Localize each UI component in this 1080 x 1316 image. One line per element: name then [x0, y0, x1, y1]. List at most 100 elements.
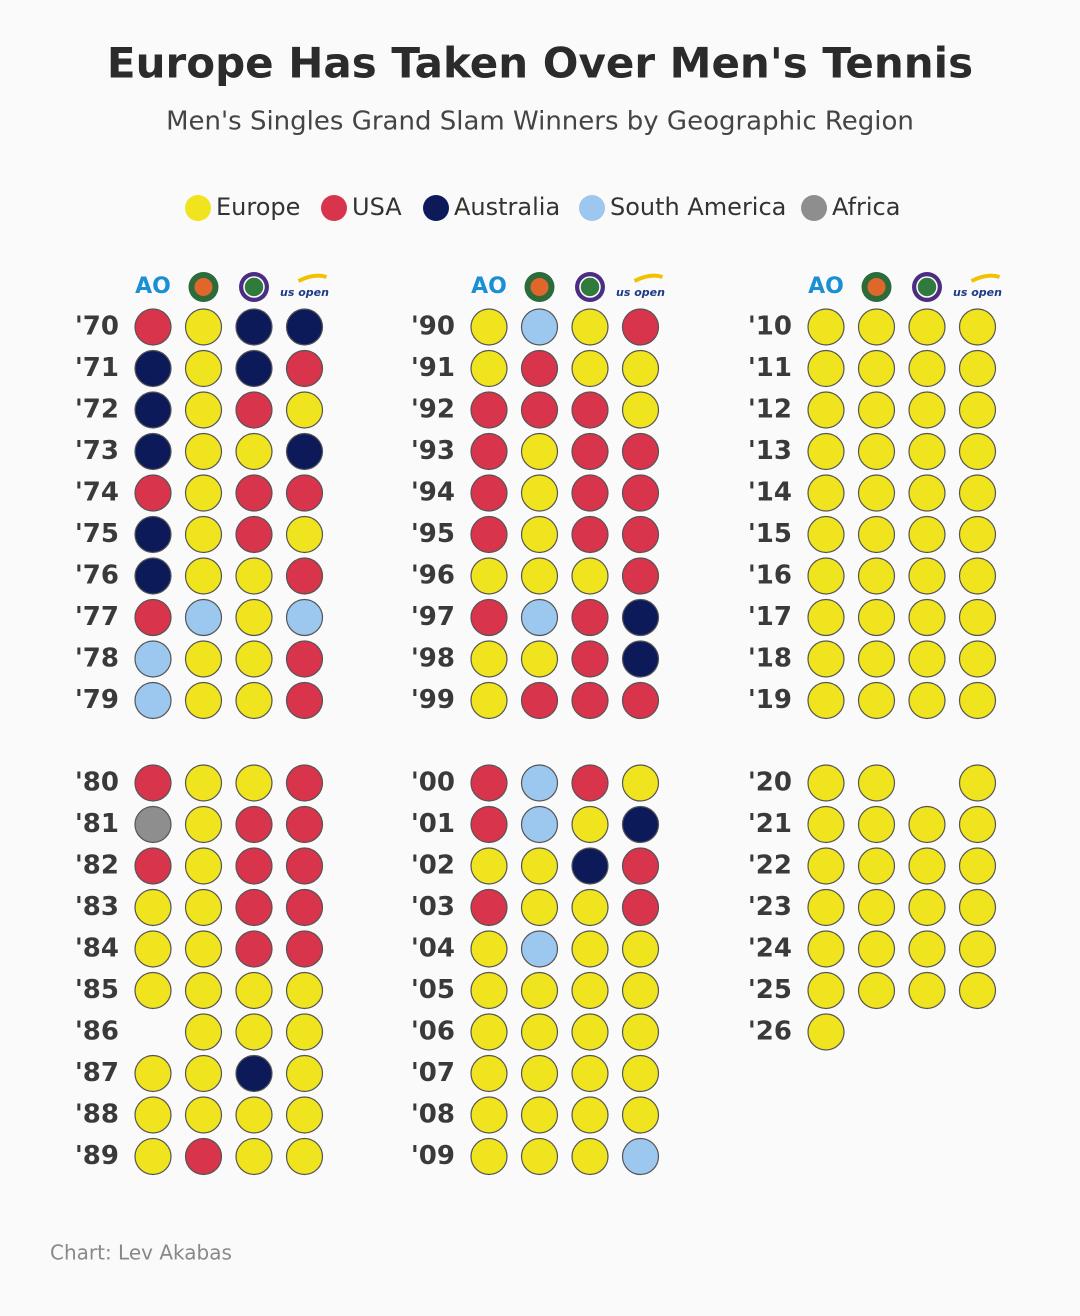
wimbledon-logo-inner [579, 276, 601, 298]
winner-dot [184, 847, 223, 885]
winner-dot [285, 1054, 324, 1093]
winner-dot [807, 349, 845, 388]
winner-dot [958, 474, 997, 512]
winner-dot [285, 1013, 324, 1051]
year-label: '02 [411, 851, 455, 881]
winner-dot [807, 308, 845, 346]
year-label: '25 [748, 975, 792, 1005]
winner-dot [470, 847, 508, 885]
year-label: '97 [411, 602, 455, 632]
winner-dot [571, 1013, 609, 1051]
winner-dot [857, 681, 896, 720]
winner-dot [235, 557, 273, 595]
winner-dot [235, 930, 273, 968]
winner-dot [908, 640, 946, 678]
winner-dot [470, 598, 508, 637]
winner-dot [621, 971, 660, 1010]
column-label: us open [280, 286, 329, 299]
winner-dot [184, 391, 223, 429]
winner-dot [134, 640, 172, 678]
year-label: '91 [411, 353, 455, 383]
winner-dot [857, 930, 896, 968]
winner-dot [520, 557, 559, 595]
winner-dot [134, 308, 172, 346]
winner-dot [470, 391, 508, 429]
year-label: '17 [748, 602, 792, 632]
year-label: '92 [411, 395, 455, 425]
year-label: '15 [748, 519, 792, 549]
winner-dot [571, 598, 609, 637]
winner-dot [470, 930, 508, 968]
winner-dot [470, 1137, 508, 1176]
winner-dot [235, 1054, 273, 1093]
winner-dot [807, 515, 845, 554]
winner-dot [235, 349, 273, 388]
year-label: '96 [411, 561, 455, 591]
winner-dot [134, 557, 172, 595]
winner-dot [571, 391, 609, 429]
winner-dot [621, 474, 660, 512]
year-label: '12 [748, 395, 792, 425]
winner-dot [520, 1137, 559, 1176]
winner-dot [520, 640, 559, 678]
winner-dot [285, 888, 324, 927]
winner-dot [621, 308, 660, 346]
winner-dot [857, 598, 896, 637]
year-label: '08 [411, 1100, 455, 1130]
winner-dot [134, 888, 172, 927]
winner-dot [184, 1013, 223, 1051]
winner-dot [235, 391, 273, 429]
winner-dot [285, 474, 324, 512]
winner-dot [621, 681, 660, 720]
winner-dot [908, 557, 946, 595]
winner-dot [285, 847, 324, 885]
winner-dot [857, 515, 896, 554]
winner-dot [807, 474, 845, 512]
winner-dot [857, 432, 896, 471]
winner-dot [184, 349, 223, 388]
winner-dot [621, 1054, 660, 1093]
winner-dot [857, 847, 896, 885]
year-label: '05 [411, 975, 455, 1005]
winner-dot [520, 847, 559, 885]
winner-dot [571, 1137, 609, 1176]
year-label: '95 [411, 519, 455, 549]
winner-dot [470, 640, 508, 678]
rg-logo-inner [867, 278, 886, 296]
winner-dot [807, 847, 845, 885]
year-label: '07 [411, 1058, 455, 1088]
year-label: '98 [411, 644, 455, 674]
winner-dot [958, 598, 997, 637]
winner-dot [621, 764, 660, 802]
chart-title: Europe Has Taken Over Men's Tennis [107, 39, 973, 88]
winner-dot [958, 930, 997, 968]
winner-dot [571, 888, 609, 927]
winner-dot [908, 391, 946, 429]
winner-dot [621, 888, 660, 927]
winner-dot [285, 640, 324, 678]
winner-dot [520, 349, 559, 388]
winner-dot [571, 971, 609, 1010]
legend-swatch [579, 195, 605, 221]
winner-dot [184, 681, 223, 720]
winner-dot [908, 971, 946, 1010]
rg-logo-inner [194, 278, 213, 296]
winner-dot [571, 515, 609, 554]
winner-dot [908, 930, 946, 968]
year-label: '99 [411, 685, 455, 715]
winner-dot [807, 557, 845, 595]
year-label: '87 [75, 1058, 119, 1088]
winner-dot [235, 1096, 273, 1134]
winner-dot [621, 847, 660, 885]
legend-label: Australia [454, 193, 560, 221]
year-label: '03 [411, 892, 455, 922]
year-label: '75 [75, 519, 119, 549]
winner-dot [857, 971, 896, 1010]
year-label: '90 [411, 312, 455, 342]
winner-dot [958, 391, 997, 429]
column-label: AO [471, 274, 507, 299]
winner-dot [134, 971, 172, 1010]
winner-dot [235, 432, 273, 471]
logo-swoosh [970, 273, 1001, 283]
year-label: '04 [411, 934, 455, 964]
